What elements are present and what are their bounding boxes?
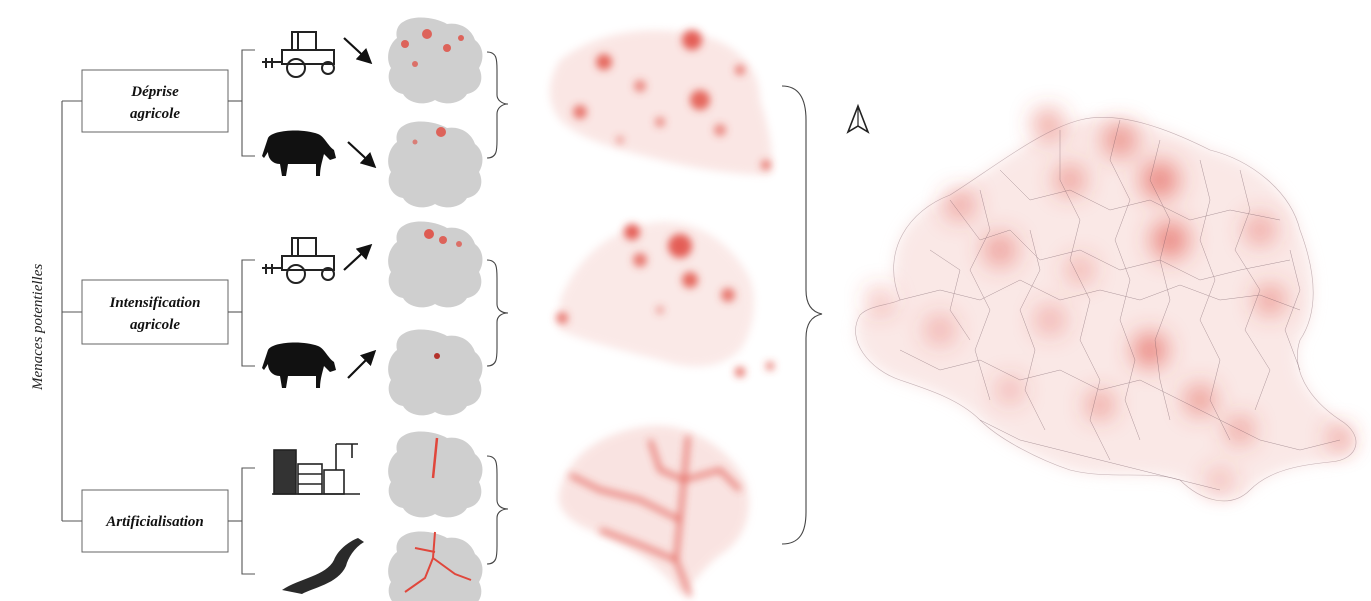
increase-arrow [343,243,373,271]
intensification-label-line1: Intensification [109,295,201,311]
brace-total [781,85,823,545]
tractor-icon [262,237,335,284]
road-icon [282,538,364,594]
small-map-buildings [388,431,483,518]
brace-artificialisation [486,455,509,565]
medium-map-deprise [549,30,772,176]
small-map-road [388,531,483,601]
increase-arrow [347,349,377,379]
brace-intensification [486,259,509,367]
artificialisation-label: Artificialisation [105,514,204,530]
buildings-icon [272,443,360,495]
intensification-label-line2: agricole [130,317,180,333]
north-arrow-icon [846,103,870,134]
medium-map-intensification [556,221,774,377]
cow-icon [262,130,336,176]
combined-threat-map [855,110,1357,502]
small-map-cow-intensification [388,329,483,416]
group-intensification-agricole: Intensification agricole [81,259,255,367]
group-deprise-agricole: Déprise agricole [81,49,255,157]
group-artificialisation: Artificialisation [81,467,255,575]
deprise-label-line1: Déprise [130,84,179,100]
cow-icon [262,342,336,388]
small-map-tractor-deprise [388,17,483,104]
small-map-tractor-intensification [388,221,483,308]
medium-map-artificialisation [558,425,749,597]
decrease-arrow [347,141,377,169]
small-map-cow-deprise [388,121,483,208]
brace-deprise [486,51,509,159]
decrease-arrow [343,37,373,65]
tractor-icon [262,31,335,78]
deprise-label-line2: agricole [130,106,180,122]
menaces-potentielles-label: Menaces potentielles [30,264,46,391]
